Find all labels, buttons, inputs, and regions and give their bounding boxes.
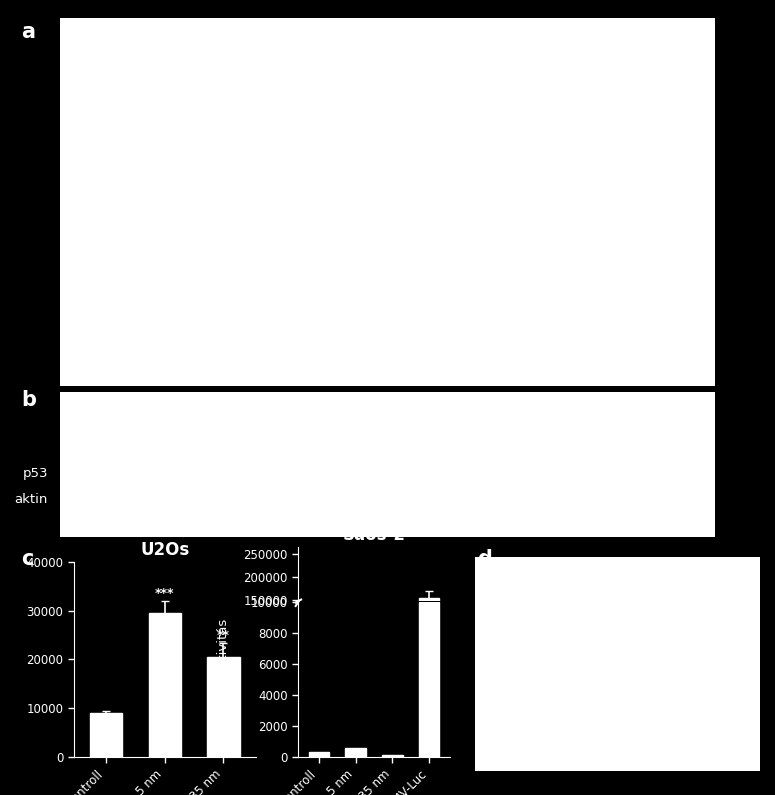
Bar xyxy=(346,747,366,757)
Y-axis label: Luciferáz aktivitás: Luciferáz aktivitás xyxy=(217,619,230,740)
Bar xyxy=(90,713,122,757)
Bar xyxy=(207,657,239,757)
Bar xyxy=(419,602,439,757)
Y-axis label: Luciferáz aktivitás: Luciferáz aktivitás xyxy=(0,599,5,720)
Text: p53: p53 xyxy=(23,467,49,479)
Text: b: b xyxy=(21,390,36,409)
Text: ***: *** xyxy=(155,588,174,600)
Title: U2Os: U2Os xyxy=(140,541,189,559)
Bar xyxy=(308,752,329,757)
Text: **: ** xyxy=(217,630,230,642)
Bar xyxy=(382,754,402,757)
Text: aktin: aktin xyxy=(14,493,47,506)
Title: Saos-2: Saos-2 xyxy=(343,526,405,544)
Text: d: d xyxy=(477,549,491,568)
Text: a: a xyxy=(21,22,35,42)
Bar xyxy=(419,598,439,669)
Bar xyxy=(149,613,181,757)
Text: c: c xyxy=(21,549,33,568)
